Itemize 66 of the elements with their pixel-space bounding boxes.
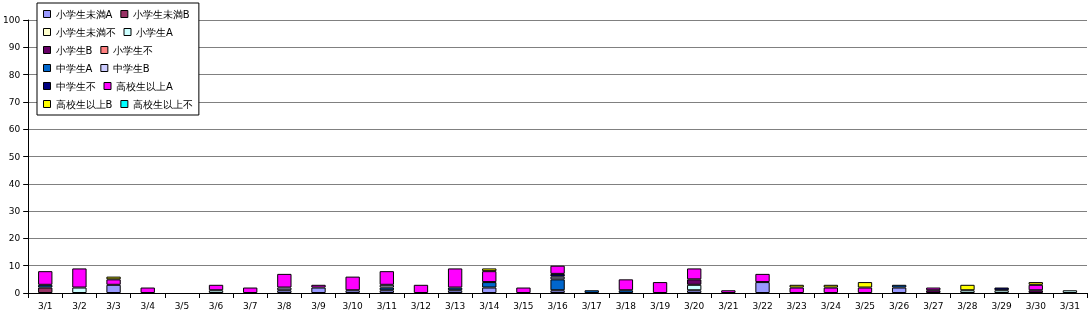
x-tick-label: 3/17 [581, 300, 602, 311]
legend-label: 小学生未満不 [55, 26, 116, 38]
bar [550, 265, 565, 274]
y-tick-label: 90 [8, 42, 21, 53]
bar [960, 284, 975, 291]
legend-label: 中学生B [112, 62, 150, 74]
y-tick-label: 80 [8, 69, 21, 80]
y-tick-label: 20 [8, 233, 21, 244]
x-tick-label: 3/19 [649, 300, 671, 311]
y-tick-label: 60 [8, 124, 21, 135]
x-tick-label: 3/8 [277, 300, 292, 311]
bar [1028, 284, 1043, 291]
x-tick-label: 3/6 [208, 300, 224, 311]
x-tick-label: 3/16 [547, 300, 568, 311]
legend-label: 高校生以上B [55, 98, 113, 110]
bar [345, 276, 360, 291]
x-tick-label: 3/10 [342, 300, 364, 311]
x-tick-label: 3/1 [38, 300, 53, 311]
bar [38, 271, 53, 285]
x-tick-label: 3/7 [242, 300, 258, 311]
x-tick-label: 3/21 [718, 300, 739, 311]
bar [379, 271, 394, 285]
y-tick-label: 30 [8, 206, 21, 217]
legend-label: 高校生以上A [116, 80, 173, 92]
x-tick-label: 3/9 [311, 300, 327, 311]
y-tick-label: 40 [8, 178, 21, 189]
x-tick-label: 3/25 [854, 300, 876, 311]
x-tick-label: 3/15 [513, 300, 534, 311]
x-tick-label: 3/5 [174, 300, 190, 311]
x-tick-label: 3/18 [615, 300, 637, 311]
legend-label: 中学生不 [55, 80, 96, 92]
bar [618, 279, 634, 291]
x-tick-label: 3/29 [991, 300, 1012, 311]
x-tick-label: 3/30 [1025, 300, 1047, 311]
bar [208, 284, 224, 291]
legend-label: 小学生不 [112, 44, 153, 56]
x-tick-label: 3/12 [410, 300, 432, 311]
y-tick-label: 70 [8, 96, 21, 107]
bar [277, 273, 292, 288]
y-tick-label: 100 [2, 15, 21, 25]
legend-label: 高校生以上不 [132, 98, 193, 110]
y-tick-label: 50 [8, 151, 21, 162]
legend-label: 小学生未満A [55, 8, 113, 20]
x-tick-label: 3/11 [376, 300, 397, 311]
bar [447, 268, 463, 288]
y-tick-label: 10 [8, 260, 21, 271]
x-tick-label: 3/4 [140, 300, 156, 311]
x-tick-label: 3/22 [752, 300, 773, 311]
legend-label: 小学生B [55, 44, 93, 56]
bar [687, 284, 702, 291]
x-tick-label: 3/23 [786, 300, 807, 311]
x-tick-label: 3/26 [889, 300, 910, 311]
x-tick-label: 3/14 [479, 300, 500, 311]
x-tick-label: 3/24 [820, 300, 842, 311]
y-tick-label: 0 [14, 288, 21, 298]
x-tick-label: 3/28 [957, 300, 978, 311]
legend-label: 小学生未満B [132, 8, 190, 20]
x-tick-label: 3/13 [445, 300, 466, 311]
x-tick-label: 3/27 [923, 300, 944, 311]
x-tick-label: 3/20 [684, 300, 705, 311]
x-tick-label: 3/2 [72, 300, 87, 311]
legend-label: 小学生A [136, 26, 173, 38]
x-tick-label: 3/31 [1059, 300, 1081, 311]
x-tick-label: 3/3 [106, 300, 121, 311]
legend-label: 中学生A [55, 62, 93, 74]
bar [550, 279, 565, 291]
